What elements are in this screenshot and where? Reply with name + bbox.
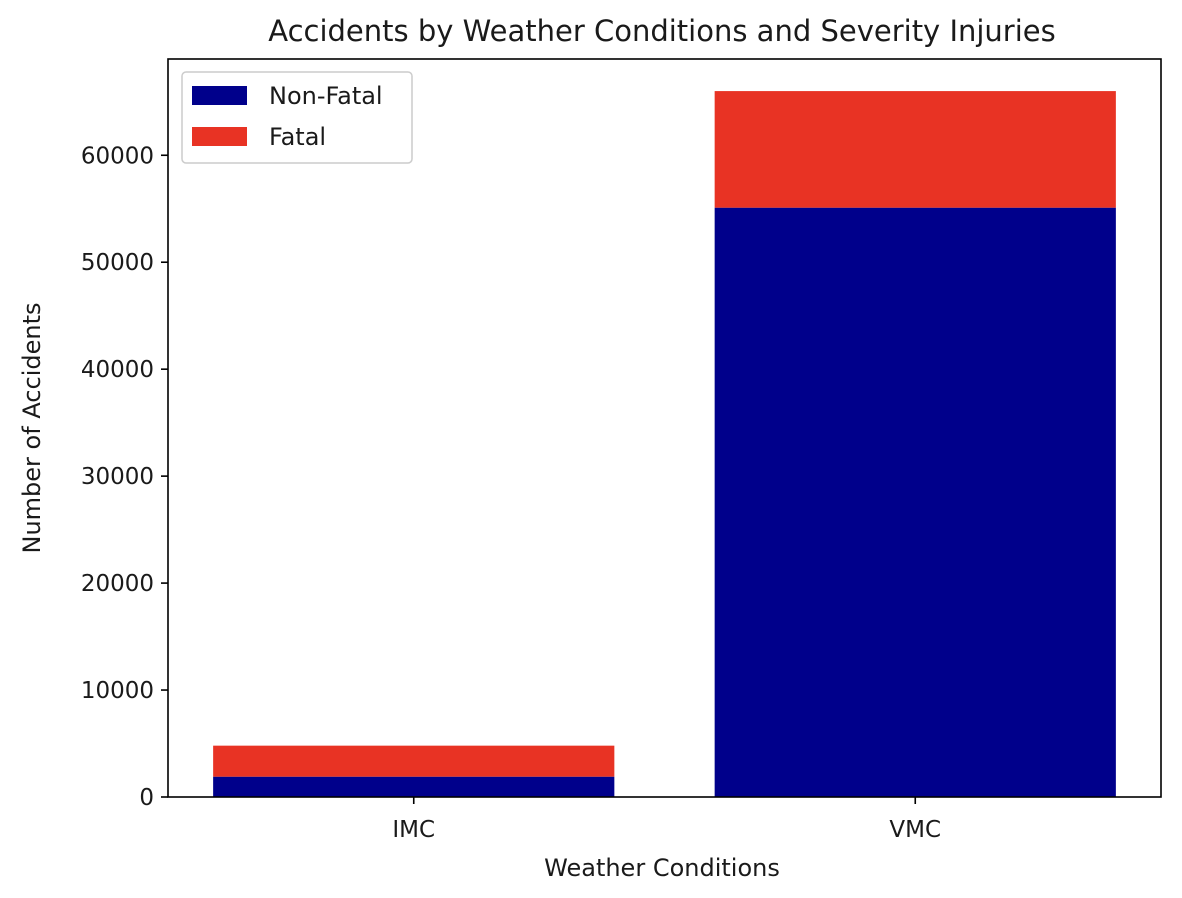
- y-tick-label: 30000: [81, 464, 154, 490]
- plot-frame: [167, 58, 1162, 798]
- legend: Non-Fatal Fatal: [181, 71, 413, 164]
- axes-layer: 0 10000 20000 30000 40000 50000 60000 IMC VMC: [81, 58, 1162, 843]
- y-axis-label: Number of Accidents: [18, 303, 46, 554]
- legend-swatch-fatal: [192, 127, 247, 146]
- bars-layer: [213, 91, 1116, 798]
- bar-vmc-non-fatal: [714, 207, 1116, 798]
- bar-imc-fatal: [213, 745, 615, 777]
- y-tick-label: 20000: [81, 571, 154, 597]
- bar-vmc-fatal: [714, 91, 1116, 208]
- legend-label: Non-Fatal: [269, 82, 383, 110]
- y-tick-label: 10000: [81, 678, 154, 704]
- x-tick-label: IMC: [392, 817, 435, 843]
- y-tick-label: 0: [139, 785, 154, 811]
- bar-imc-non-fatal: [213, 776, 615, 797]
- y-tick-label: 60000: [81, 143, 154, 169]
- x-tick-label: VMC: [889, 817, 941, 843]
- y-tick-label: 40000: [81, 357, 154, 383]
- x-axis-label: Weather Conditions: [544, 854, 780, 882]
- legend-swatch-non-fatal: [192, 86, 247, 105]
- legend-label: Fatal: [269, 123, 326, 151]
- y-tick-label: 50000: [81, 250, 154, 276]
- chart-title: Accidents by Weather Conditions and Seve…: [268, 14, 1056, 48]
